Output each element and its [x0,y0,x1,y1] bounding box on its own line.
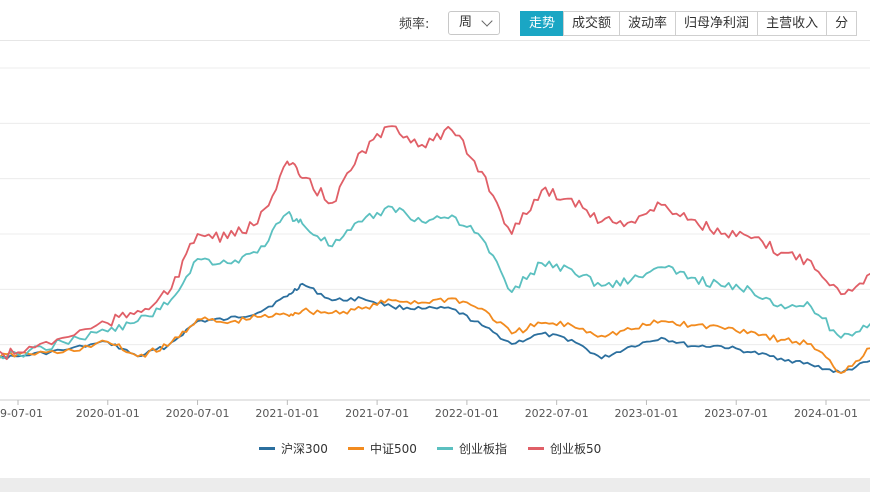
x-tick-label: 2023-01-01 [614,407,678,420]
x-tick-label: 2020-07-01 [166,407,230,420]
legend-item[interactable]: 沪深300 [259,440,328,457]
legend-swatch [437,447,453,450]
tab-revenue[interactable]: 主营收入 [757,11,828,36]
x-tick-label: 2023-07-01 [704,407,768,420]
legend-swatch [259,447,275,450]
legend: 沪深300 中证500 创业板指 创业板50 [0,440,870,456]
series-line-1 [0,282,870,374]
x-tick-label: 19-07-01 [0,407,43,420]
gridlines [0,67,870,401]
frequency-select[interactable]: 周 [448,11,500,35]
x-axis-ticks: 19-07-01 2020-01-01 2020-07-01 2021-01-01 20… [0,400,858,420]
series-lines [0,125,870,374]
x-tick-label: 2024-01-01 [794,407,858,420]
x-tick-label: 2020-01-01 [76,407,140,420]
legend-label: 创业板指 [459,442,508,456]
legend-label: 沪深300 [281,442,328,456]
tab-net-profit[interactable]: 归母净利润 [675,11,759,36]
metric-tabs: 走势 成交额 波动率 归母净利润 主营收入 分 [520,11,858,36]
legend-item[interactable]: 创业板指 [437,440,507,457]
frequency-value: 周 [459,15,473,30]
x-tick-label: 2021-07-01 [345,407,409,420]
legend-swatch [528,447,544,450]
series-line-2 [0,297,870,374]
legend-label: 创业板50 [550,442,602,456]
tab-trend[interactable]: 走势 [520,11,565,36]
tab-more[interactable]: 分 [826,11,858,36]
tab-volatility[interactable]: 波动率 [619,11,677,36]
tab-turnover[interactable]: 成交额 [563,11,621,36]
toolbar: 频率: 周 走势 成交额 波动率 归母净利润 主营收入 分 [0,0,870,40]
chevron-down-icon [481,15,493,27]
series-line-3 [0,205,870,360]
toolbar-divider [0,40,870,41]
legend-swatch [348,447,364,450]
legend-label: 中证500 [370,442,417,456]
legend-item[interactable]: 创业板50 [528,440,601,457]
bottom-scroll-area [0,478,870,492]
legend-item[interactable]: 中证500 [348,440,417,457]
x-tick-label: 2022-07-01 [525,407,589,420]
x-tick-label: 2022-01-01 [435,407,499,420]
x-tick-label: 2021-01-01 [255,407,319,420]
series-line-4 [0,125,870,361]
frequency-label: 频率: [399,17,430,32]
